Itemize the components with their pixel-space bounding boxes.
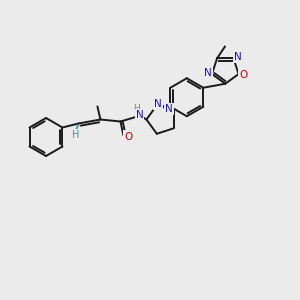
Text: H: H [133, 104, 140, 113]
Text: N: N [166, 104, 173, 114]
Text: N: N [136, 110, 143, 121]
Text: O: O [124, 131, 133, 142]
Text: N: N [234, 52, 242, 62]
Text: N: N [154, 99, 162, 109]
Text: N: N [204, 68, 212, 78]
Text: H: H [72, 130, 79, 140]
Text: O: O [239, 70, 248, 80]
